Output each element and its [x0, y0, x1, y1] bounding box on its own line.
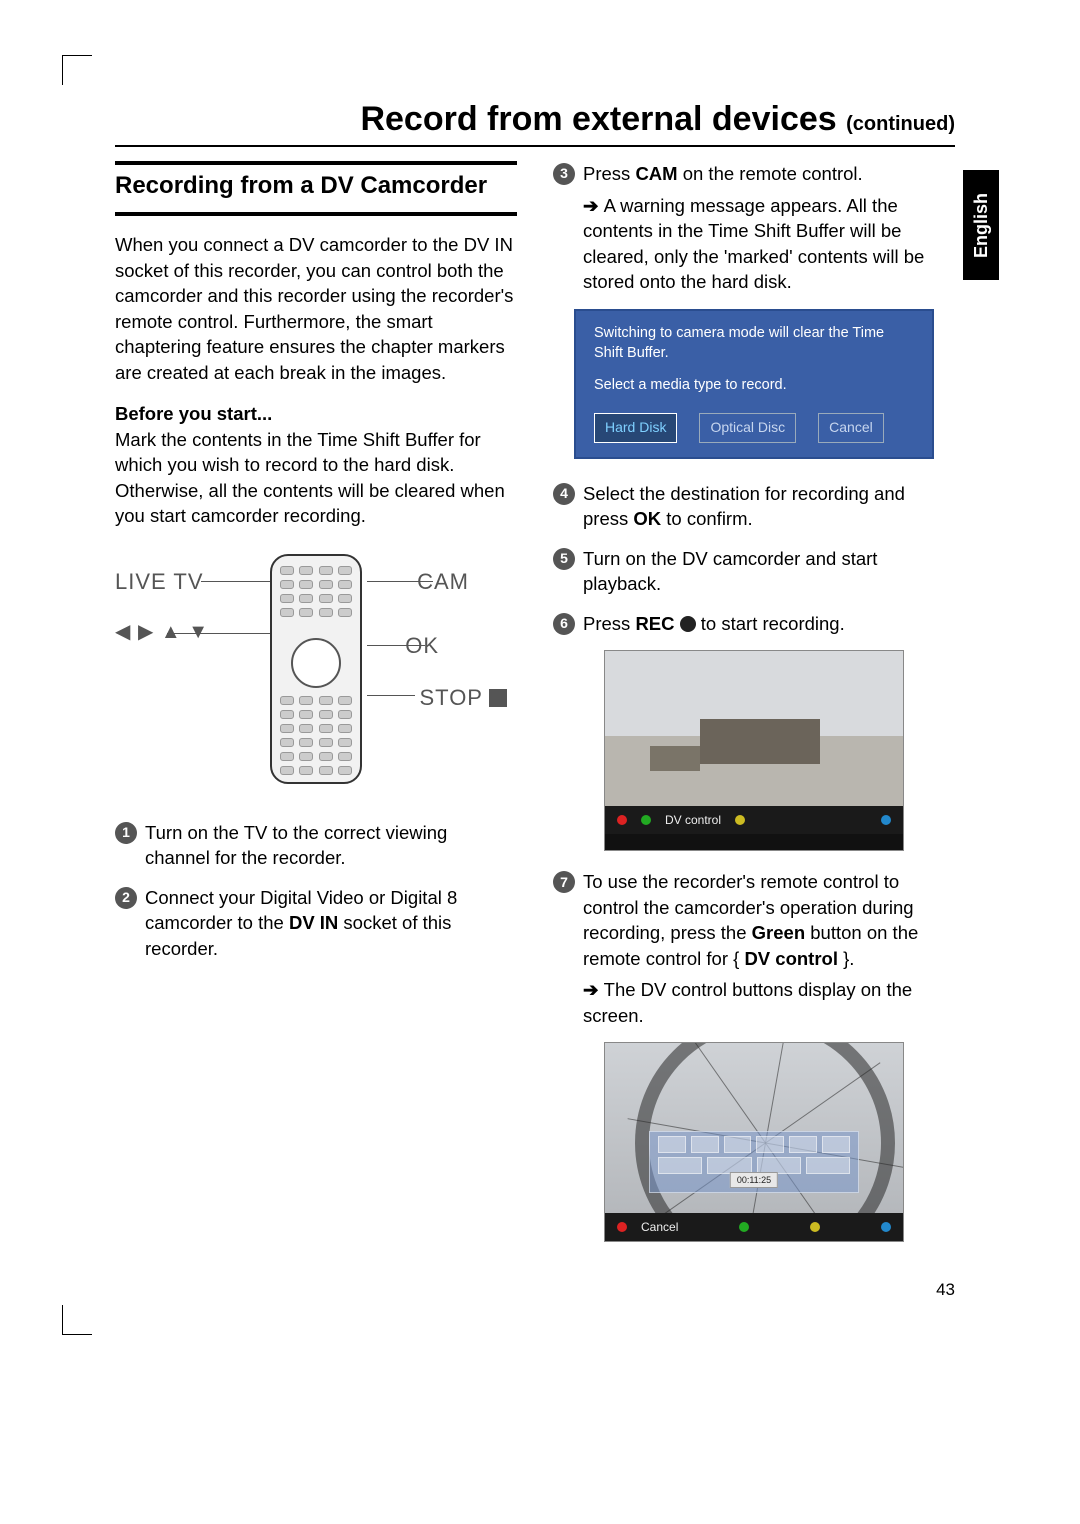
step-7-text: To use the recorder's remote control to … — [583, 869, 955, 971]
right-column: 3 Press CAM on the remote control. A war… — [553, 161, 955, 1260]
step-num-icon: 5 — [553, 548, 575, 570]
title-continued: (continued) — [846, 113, 955, 135]
dialog-msg: Switching to camera mode will clear the … — [576, 311, 932, 406]
step-1: 1 Turn on the TV to the correct viewing … — [115, 820, 517, 871]
language-tab: English — [963, 170, 999, 280]
crop-mark-bl — [62, 1305, 92, 1335]
left-column: Recording from a DV Camcorder When you c… — [115, 161, 517, 1260]
step-3-result: A warning message appears. All the conte… — [553, 193, 955, 295]
step-7-result: The DV control buttons display on the sc… — [553, 977, 955, 1028]
yellow-dot-icon — [735, 815, 745, 825]
blue-dot-icon — [881, 815, 891, 825]
step-num-icon: 4 — [553, 483, 575, 505]
step-num-icon: 2 — [115, 887, 137, 909]
record-icon — [680, 616, 696, 632]
red-dot-icon — [617, 1222, 627, 1232]
step-6-text: Press REC to start recording. — [583, 611, 955, 637]
dv-control-label: DV control — [665, 812, 721, 829]
step-4-text: Select the destination for recording and… — [583, 481, 955, 532]
step-5-text: Turn on the DV camcorder and start playb… — [583, 546, 955, 597]
blue-dot-icon — [881, 1222, 891, 1232]
dialog-line1: Switching to camera mode will clear the … — [594, 323, 914, 364]
dv-control-panel: 00:11:25 — [649, 1131, 859, 1193]
step-num-icon: 6 — [553, 613, 575, 635]
before-start: Before you start... Mark the contents in… — [115, 401, 517, 529]
page-content: English Record from external devices (co… — [115, 100, 955, 1260]
page-title: Record from external devices (continued) — [115, 100, 955, 147]
label-stop: STOP — [419, 683, 507, 713]
before-head: Before you start... — [115, 403, 272, 424]
preview-bar-1: DV control — [605, 806, 903, 834]
preview-screenshot-1: DV control — [604, 650, 904, 851]
cancel-button[interactable]: Cancel — [818, 413, 884, 442]
label-livetv: LIVE TV — [115, 567, 204, 597]
remote-figure: LIVE TV ◀ ▶ ▲ ▼ CAM OK — [115, 547, 517, 792]
red-dot-icon — [617, 815, 627, 825]
timecode: 00:11:25 — [730, 1172, 778, 1188]
dialog-buttons: Hard Disk Optical Disc Cancel — [576, 405, 932, 456]
optical-disc-button[interactable]: Optical Disc — [699, 413, 796, 442]
remote-illustration — [270, 554, 362, 784]
step-2: 2 Connect your Digital Video or Digital … — [115, 885, 517, 962]
step-3: 3 Press CAM on the remote control. — [553, 161, 955, 187]
step-4: 4 Select the destination for recording a… — [553, 481, 955, 532]
step-2-text: Connect your Digital Video or Digital 8 … — [145, 885, 517, 962]
media-dialog: Switching to camera mode will clear the … — [574, 309, 934, 459]
yellow-dot-icon — [810, 1222, 820, 1232]
crop-mark-tl — [62, 55, 92, 85]
cancel-label: Cancel — [641, 1219, 678, 1236]
preview-screenshot-2: 00:11:25 Cancel — [604, 1042, 904, 1242]
intro-text: When you connect a DV camcorder to the D… — [115, 232, 517, 385]
step-num-icon: 7 — [553, 871, 575, 893]
green-dot-icon — [641, 815, 651, 825]
step-3-text: Press CAM on the remote control. — [583, 161, 955, 187]
green-dot-icon — [739, 1222, 749, 1232]
before-body: Mark the contents in the Time Shift Buff… — [115, 429, 505, 527]
label-cam: CAM — [417, 567, 469, 597]
step-7: 7 To use the recorder's remote control t… — [553, 869, 955, 971]
dialog-line2: Select a media type to record. — [594, 375, 914, 395]
step-num-icon: 3 — [553, 163, 575, 185]
hard-disk-button[interactable]: Hard Disk — [594, 413, 677, 442]
section-heading: Recording from a DV Camcorder — [115, 161, 517, 216]
label-ok: OK — [405, 631, 439, 661]
language-label: English — [971, 192, 992, 257]
page-number: 43 — [936, 1280, 955, 1300]
title-main: Record from external devices — [360, 100, 836, 138]
step-1-text: Turn on the TV to the correct viewing ch… — [145, 820, 517, 871]
step-6: 6 Press REC to start recording. — [553, 611, 955, 637]
preview-bar-2: Cancel — [605, 1213, 903, 1241]
step-num-icon: 1 — [115, 822, 137, 844]
step-5: 5 Turn on the DV camcorder and start pla… — [553, 546, 955, 597]
